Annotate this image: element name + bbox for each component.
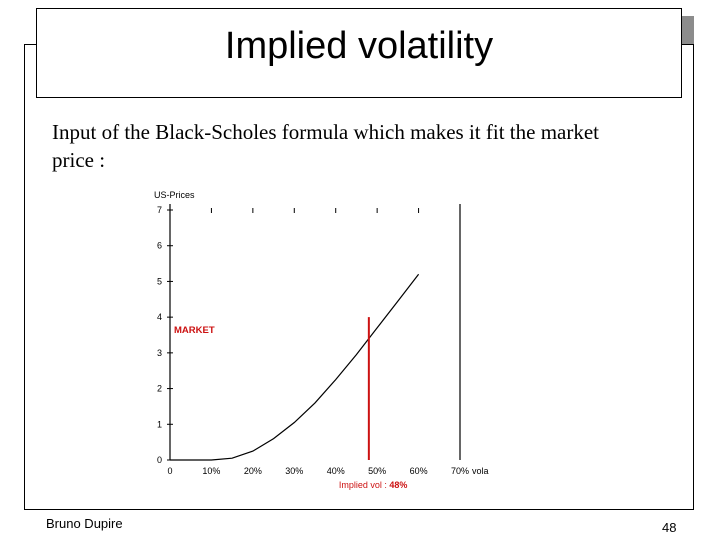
slide-title: Implied volatility <box>224 24 494 67</box>
slide-body-text: Input of the Black-Scholes formula which… <box>52 118 692 174</box>
x-tick-label: 40% <box>327 466 345 476</box>
x-tick-label: 60% <box>410 466 428 476</box>
y-tick-label: 3 <box>157 348 162 358</box>
y-tick-label: 1 <box>157 419 162 429</box>
x-tick-label: 20% <box>244 466 262 476</box>
x-tick-label: 50% <box>368 466 386 476</box>
y-tick-label: 6 <box>157 241 162 251</box>
y-tick-label: 0 <box>157 455 162 465</box>
x-tick-label: 70% <box>451 466 469 476</box>
x-axis-label: vola <box>472 466 489 476</box>
y-tick-label: 2 <box>157 384 162 394</box>
price-curve <box>170 273 420 461</box>
implied-vol-chart: US-Prices vola 7 6 5 4 3 2 1 00 10% 20% 30% 40% 50% 60%… <box>154 190 489 490</box>
footer-author: Bruno Dupire <box>46 516 123 531</box>
y-tick-label: 4 <box>157 312 162 322</box>
y-tick-label: 5 <box>157 276 162 286</box>
body-text-line-1: Input of the Black-Scholes formula which… <box>52 120 600 144</box>
page-number: 48 <box>662 520 677 535</box>
title-box: Implied volatility <box>36 8 682 98</box>
slide-frame <box>24 44 694 510</box>
y-tick-label: 7 <box>157 205 162 215</box>
market-label: MARKET <box>174 325 215 336</box>
x-tick-label: 30% <box>285 466 303 476</box>
x-tick-label: 10% <box>202 466 220 476</box>
x-tick-label: 0 <box>167 466 172 476</box>
y-axis-label: US-Prices <box>154 190 195 200</box>
implied-vol-value: 48% <box>389 480 407 490</box>
body-text-line-2: price : <box>52 148 106 172</box>
implied-vol-label: Implied vol : 48% <box>339 480 408 490</box>
